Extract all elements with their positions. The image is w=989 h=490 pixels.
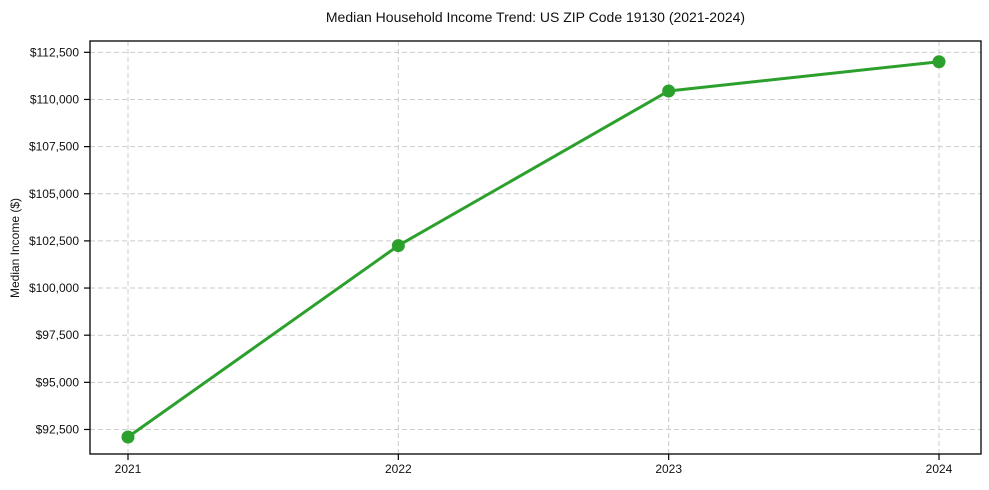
y-tick-label: $105,000: [29, 187, 79, 201]
data-point-2024: [932, 55, 946, 69]
x-tick-label: 2021: [115, 462, 142, 476]
y-tick-label: $102,500: [29, 234, 79, 248]
y-tick-label: $100,000: [29, 281, 79, 295]
y-tick-label: $110,000: [30, 92, 79, 106]
y-tick-label: $92,500: [36, 422, 80, 436]
x-tick-label: 2024: [926, 462, 953, 476]
y-tick-label: $112,500: [30, 45, 79, 59]
y-tick-label: $95,000: [36, 375, 80, 389]
data-point-2022: [391, 239, 405, 253]
y-tick-label: $97,500: [36, 328, 80, 342]
y-tick-label: $107,500: [29, 140, 79, 154]
plot-border: [89, 40, 982, 455]
data-point-2023: [662, 84, 676, 98]
trend-line: [126, 60, 941, 439]
x-tick-label: 2023: [655, 462, 682, 476]
data-point-2021: [121, 430, 135, 444]
chart-title: Median Household Income Trend: US ZIP Co…: [325, 9, 746, 25]
x-tick-label: 2022: [385, 462, 412, 476]
